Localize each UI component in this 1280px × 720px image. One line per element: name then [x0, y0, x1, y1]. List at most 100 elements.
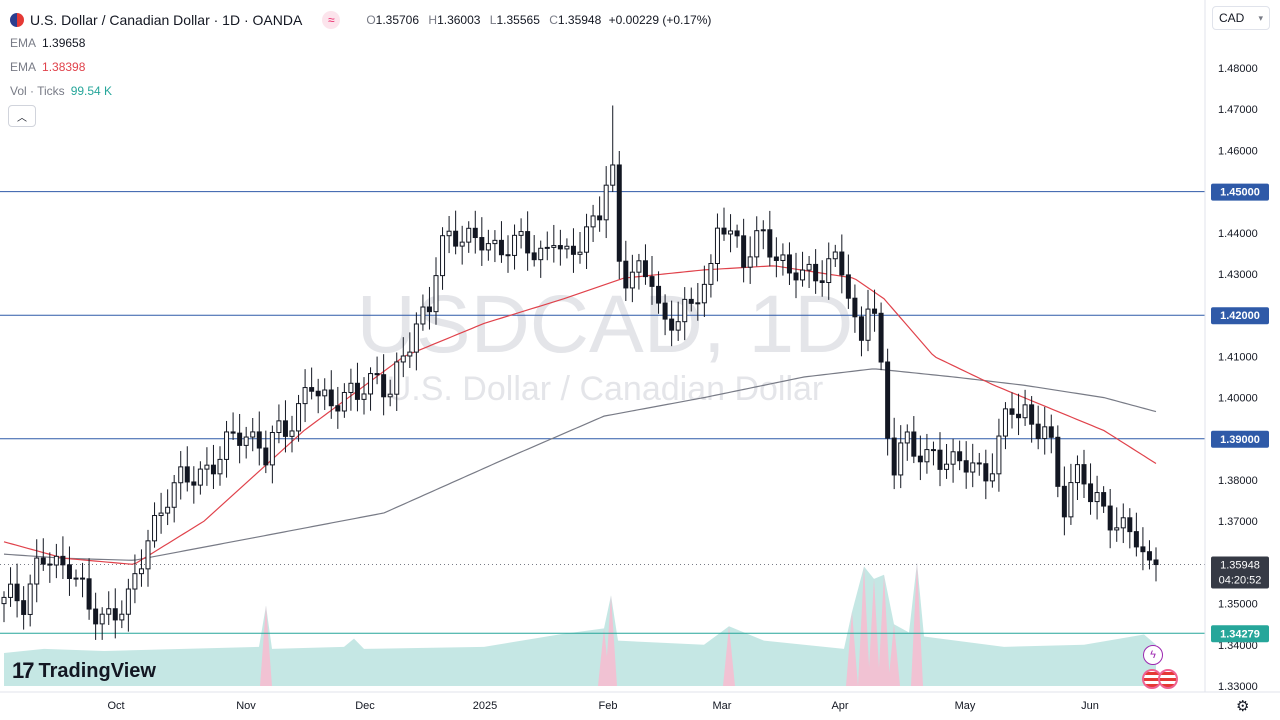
candle-up	[152, 515, 158, 542]
last-price-label: 1.35948	[1220, 560, 1260, 572]
candle-up	[250, 431, 256, 438]
high-key: H	[428, 13, 438, 27]
candle-up	[577, 251, 583, 255]
volume-value: 99.54 K	[70, 84, 113, 98]
candle-up	[518, 231, 524, 236]
volume-legend[interactable]: Vol · Ticks 99.54 K	[10, 84, 112, 98]
currency-select[interactable]: CAD ▾	[1212, 6, 1270, 30]
candle-down	[741, 235, 747, 268]
horizontal-lines[interactable]	[0, 191, 1205, 634]
candle-down	[498, 239, 504, 256]
time-tick-label: May	[955, 700, 976, 712]
ema1-legend[interactable]: EMA 1.39658	[10, 36, 85, 50]
time-tick-label: Apr	[831, 700, 848, 712]
candle-down	[891, 437, 897, 476]
candle-down	[1009, 408, 1015, 415]
volume-area	[4, 562, 1156, 686]
candle-down	[14, 583, 20, 602]
candle-up	[708, 262, 714, 285]
candle-up	[538, 247, 544, 261]
candle-down	[669, 318, 675, 331]
ema1-value: 1.39658	[42, 36, 86, 50]
candle-up	[603, 184, 609, 221]
ohlc-readout: O1.35706 H1.36003 L1.35565 C1.35948 +0.0…	[360, 13, 711, 27]
candle-up	[466, 227, 472, 243]
candle-up	[1042, 426, 1048, 440]
candle-up	[99, 613, 105, 625]
price-tick-label: 1.47000	[1218, 104, 1258, 116]
time-axis[interactable]: Oct Nov Dec 2025 Feb Mar Apr May Jun	[107, 700, 1098, 712]
candle-up	[944, 463, 950, 470]
wave-icon[interactable]: ≈	[322, 11, 341, 29]
candle-up	[276, 420, 282, 433]
candle-up	[158, 512, 164, 517]
candle-down	[1146, 551, 1152, 561]
candle-up	[302, 387, 308, 405]
candle-down	[426, 306, 432, 313]
candle-down	[852, 297, 858, 318]
candle-down	[184, 466, 190, 483]
candle-up	[989, 473, 995, 482]
low-key: L	[489, 13, 497, 27]
candle-up	[322, 389, 328, 397]
candles[interactable]	[1, 105, 1159, 640]
candle-up	[682, 298, 688, 323]
candle-up	[996, 435, 1002, 475]
candle-up	[446, 230, 452, 237]
price-line-label-box	[1211, 625, 1269, 643]
candle-down	[858, 316, 864, 341]
candle-up	[243, 436, 249, 446]
tradingview-logo[interactable]: 17 TradingView	[12, 658, 156, 684]
candle-down	[80, 577, 86, 580]
candle-up	[950, 451, 956, 465]
candle-down	[335, 405, 341, 412]
watermark-name: U.S. Dollar / Canadian Dollar	[387, 370, 824, 408]
candle-down	[47, 563, 53, 566]
price-tick-label: 1.40000	[1218, 393, 1258, 405]
price-axis-labels: 1.45000 1.42000 1.39000 1.34279 1.35948 04:20…	[1211, 183, 1269, 643]
time-tick-label: Oct	[107, 700, 124, 712]
candle-up	[119, 613, 125, 621]
time-tick-label: Mar	[713, 700, 732, 712]
candle-up	[8, 583, 14, 598]
candle-down	[930, 449, 936, 452]
volume-label: Vol · Ticks	[10, 84, 65, 98]
price-line-label: 1.45000	[1220, 187, 1260, 199]
candle-down	[957, 451, 963, 462]
gear-icon[interactable]: ⚙	[1236, 698, 1250, 715]
candle-up	[1114, 527, 1120, 531]
candle-down	[767, 229, 773, 258]
candle-down	[1035, 423, 1041, 440]
candle-down	[531, 252, 537, 261]
collapse-legend-button[interactable]: ︿	[8, 105, 36, 127]
candle-up	[1068, 482, 1074, 518]
candle-down	[374, 373, 380, 376]
candle-down	[1081, 464, 1087, 485]
ema2-legend[interactable]: EMA 1.38398	[10, 60, 85, 74]
tradingview-wordmark: TradingView	[38, 659, 156, 682]
candle-down	[282, 420, 288, 437]
candle-up	[1074, 464, 1080, 484]
candle-up	[178, 466, 184, 484]
symbol-title[interactable]: U.S. Dollar / Canadian Dollar · 1D · OAN…	[30, 12, 303, 28]
ema2-label: EMA	[10, 60, 37, 74]
candle-down	[623, 260, 629, 289]
us-flag-icon	[1158, 669, 1178, 689]
candle-down	[328, 389, 334, 407]
candle-down	[570, 245, 576, 255]
candle-up	[289, 430, 295, 437]
economic-events-flags[interactable]	[1142, 669, 1178, 689]
candle-down	[963, 460, 969, 473]
candle-down	[1029, 404, 1035, 425]
candle-down	[557, 245, 563, 250]
low-value: 1.35565	[496, 13, 540, 27]
candle-down	[112, 608, 118, 621]
candle-up	[629, 271, 635, 289]
lightning-icon[interactable]: ϟ	[1143, 645, 1163, 665]
open-key: O	[366, 13, 376, 27]
candle-up	[387, 393, 393, 398]
candle-up	[440, 235, 446, 277]
candle-up	[204, 464, 210, 470]
